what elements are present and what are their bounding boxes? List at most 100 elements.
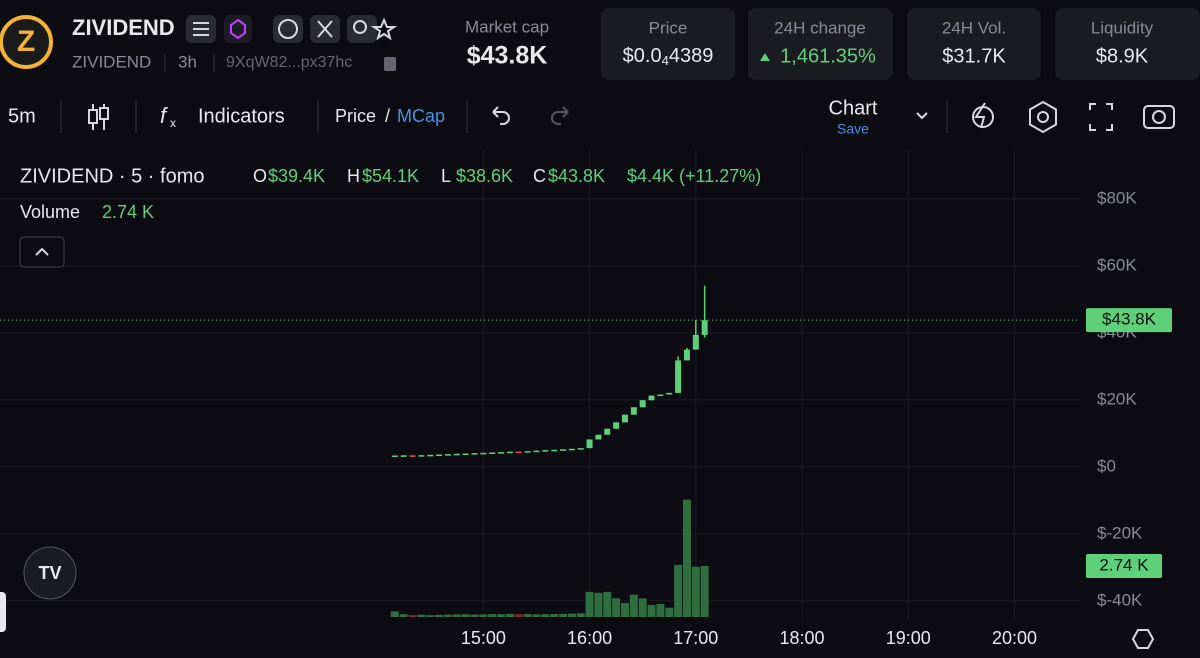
side-handle[interactable] [0, 592, 6, 632]
globe-icon [278, 19, 298, 39]
last-volume-box [1086, 554, 1162, 578]
volume-bar [559, 613, 568, 617]
y-tick-label: $80K [1097, 188, 1137, 207]
candle-body [613, 422, 620, 429]
volume-bar [408, 615, 417, 617]
stat-card [907, 8, 1041, 80]
chart: $80K$60K$40K$20K$0$-20K$-40K15:0016:0017… [0, 150, 1172, 648]
candle-body [568, 448, 575, 451]
x-tick-label: 20:00 [992, 628, 1037, 648]
candle-body [542, 450, 549, 452]
interval-button[interactable]: 5m [8, 105, 36, 127]
candle-body [444, 454, 451, 456]
token-name: ZIVIDEND [72, 15, 175, 40]
fx-icon[interactable]: f [160, 103, 169, 128]
ohlc-value: $54.1K [362, 166, 419, 186]
candle-body [639, 400, 646, 408]
candle-body [480, 452, 487, 455]
chevron-icon[interactable] [916, 112, 928, 120]
up-arrow [760, 53, 770, 61]
volume-label: Volume [20, 202, 80, 222]
stat-value: $31.7K [942, 45, 1006, 67]
volume-bar [638, 598, 647, 617]
candles-icon-body [99, 107, 109, 120]
search-button[interactable] [347, 15, 377, 43]
token-address: 9XqW82...px37hc [226, 54, 352, 71]
chevron-up [35, 247, 49, 256]
ohlc-key: H [347, 166, 360, 186]
volume-bar [620, 603, 629, 617]
token-logo [0, 15, 53, 69]
candle-body [462, 453, 469, 456]
undo-button[interactable] [492, 106, 510, 125]
x-tick-label: 17:00 [673, 628, 718, 648]
settings-icon[interactable] [1029, 100, 1057, 134]
copy-icon[interactable] [384, 57, 396, 71]
tradingview-logo[interactable] [23, 546, 77, 600]
stat-label: 24H Vol. [942, 18, 1006, 37]
settings-icon-center [1037, 111, 1049, 123]
indicators-button[interactable]: Indicators [198, 105, 285, 127]
volume-bar [417, 614, 426, 617]
alert-icon-ring [972, 106, 994, 128]
candle-body [560, 449, 567, 451]
toggle-separator: / [385, 106, 390, 126]
search-icon [353, 20, 367, 34]
candle-body [604, 428, 611, 435]
volume-bar [682, 499, 691, 617]
candle-body [498, 452, 505, 454]
ohlc-value: $39.4K [268, 166, 325, 186]
screenshot-icon[interactable] [1143, 105, 1175, 129]
token-age: 3h [178, 52, 197, 71]
y-tick-label: $0 [1097, 456, 1116, 475]
stat-card [748, 8, 893, 80]
volume-bar [665, 607, 674, 617]
collapse-legend-button[interactable] [19, 236, 65, 268]
save-button[interactable]: Save [837, 121, 869, 137]
candle-body [427, 454, 434, 457]
axis-settings-icon[interactable] [1131, 629, 1155, 649]
candle-body [595, 434, 602, 440]
volume-bar [452, 614, 461, 617]
alert-icon[interactable] [974, 102, 986, 129]
redo-button[interactable] [551, 106, 569, 125]
candle-body [630, 407, 637, 415]
token-logo-glyph: Z [17, 25, 35, 58]
price-toggle[interactable]: Price [335, 106, 376, 126]
raydium-badge[interactable] [224, 15, 252, 43]
y-tick-label: $60K [1097, 255, 1137, 274]
x-tick-label: 19:00 [886, 628, 931, 648]
fullscreen-icon[interactable] [1089, 103, 1113, 131]
stat-label: Market cap [465, 17, 549, 36]
candle-body [621, 414, 628, 423]
volume-bar [576, 613, 585, 617]
star-icon[interactable] [370, 17, 398, 41]
price-subscript: 4 [662, 53, 669, 68]
volume-bar [505, 613, 514, 617]
chart-button[interactable]: Chart [829, 97, 878, 119]
price-start: $0.0 [623, 45, 662, 67]
ohlc-key: C [533, 166, 546, 186]
y-tick-label: $-40K [1097, 590, 1143, 609]
candle-body [471, 453, 478, 455]
candle-body [648, 395, 655, 401]
volume-bar [426, 615, 435, 617]
volume-bar [674, 564, 683, 617]
volume-bar [390, 611, 399, 617]
candle-body [586, 439, 593, 449]
x-tick-label: 18:00 [780, 628, 825, 648]
screenshot-lens [1152, 110, 1166, 124]
ohlc-value: $43.8K [548, 166, 605, 186]
candle-body [657, 394, 664, 397]
candle-body [577, 448, 584, 450]
fx-icon-x: x [170, 116, 176, 130]
volume-bar [435, 614, 444, 617]
mcap-toggle[interactable]: MCap [397, 106, 445, 126]
website-button[interactable] [273, 15, 303, 43]
volume-value: 2.74 K [102, 202, 154, 222]
x-tick-label: 16:00 [567, 628, 612, 648]
volume-bar [612, 598, 621, 617]
volume-bar [479, 614, 488, 617]
volume-bar [567, 613, 576, 617]
